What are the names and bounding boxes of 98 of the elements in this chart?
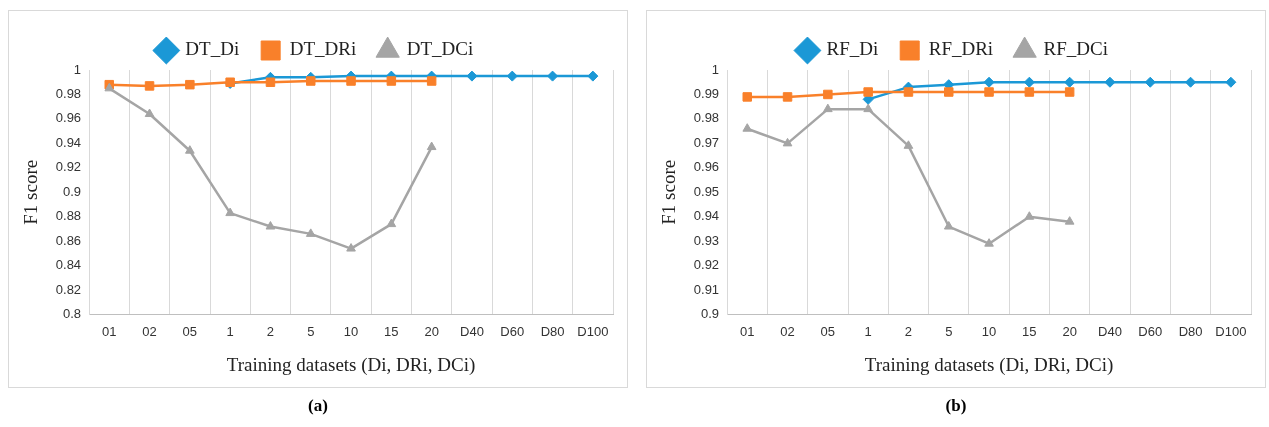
point	[386, 76, 397, 86]
point	[346, 76, 356, 86]
x-tick-label: 15	[1022, 323, 1037, 339]
point	[426, 76, 437, 86]
y-tick-label: 0.98	[693, 110, 720, 126]
x-tick-label: 10	[981, 323, 997, 339]
y-tick-label: 0.86	[55, 232, 82, 248]
y-tick-label: 0.96	[693, 159, 720, 175]
point	[346, 243, 356, 252]
point	[943, 221, 954, 230]
x-tick-label: D40	[1098, 323, 1122, 339]
x-tick-label: D60	[1138, 323, 1163, 339]
point	[984, 238, 994, 247]
y-tick-label: 1	[711, 61, 720, 77]
point	[944, 87, 954, 97]
point	[426, 141, 437, 151]
x-tick-label: 02	[780, 323, 795, 339]
legend-label: RF_DCi	[1043, 38, 1109, 60]
x-tick-label: 02	[142, 323, 157, 339]
point	[185, 79, 195, 90]
point	[144, 108, 155, 118]
x-tick-label: 1	[226, 323, 234, 339]
point	[466, 70, 478, 82]
y-tick-label: 0.96	[55, 110, 82, 126]
x-tick-label: 2	[904, 323, 913, 339]
point	[863, 103, 873, 113]
x-tick-label: 05	[182, 323, 198, 339]
y-tick-label: 1	[73, 61, 82, 77]
y-tick-label: 0.98	[55, 86, 82, 102]
point	[144, 81, 155, 91]
y-tick-label: 0.9	[701, 306, 720, 322]
y-tick-label: 0.8	[63, 306, 82, 322]
point	[306, 76, 316, 86]
point	[1064, 216, 1075, 225]
x-tick-label: 01	[740, 323, 755, 339]
x-tick-label: 5	[945, 323, 953, 339]
point	[1104, 76, 1116, 88]
x-tick-label: 5	[307, 323, 315, 339]
point	[742, 123, 753, 132]
x-tick-label: D80	[1178, 323, 1203, 339]
point	[1024, 87, 1035, 97]
point	[1024, 211, 1035, 220]
y-tick-label: 0.99	[693, 86, 720, 102]
point	[863, 87, 873, 97]
point	[587, 70, 599, 82]
x-tick-label: 15	[384, 323, 399, 339]
y-tick-label: 0.94	[55, 134, 82, 150]
x-tick-label: D80	[540, 323, 565, 339]
point	[782, 92, 793, 102]
point	[305, 228, 316, 237]
legend-label: RF_DRi	[928, 38, 994, 60]
x-tick-label: 20	[1062, 323, 1077, 339]
point	[903, 140, 914, 149]
x-tick-label: D100	[577, 323, 609, 339]
y-tick-label: 0.92	[55, 159, 82, 175]
y-tick-label: 0.88	[55, 208, 82, 224]
x-tick-label: 20	[424, 323, 439, 339]
legend-label: DT_DCi	[406, 38, 474, 60]
y-tick-label: 0.95	[693, 183, 720, 199]
x-tick-label: 10	[343, 323, 359, 339]
legend-label: DT_Di	[185, 38, 240, 60]
point	[185, 145, 195, 154]
point	[742, 92, 752, 102]
y-axis-title: F1 score	[20, 159, 42, 225]
point	[903, 87, 914, 97]
x-tick-label: D60	[500, 323, 525, 339]
x-tick-label: D100	[1215, 323, 1247, 339]
point	[984, 87, 994, 97]
point	[782, 137, 793, 147]
point	[823, 103, 833, 113]
point	[983, 76, 995, 88]
legend-label: RF_Di	[826, 38, 879, 60]
legend-label: DT_DRi	[289, 38, 357, 60]
text: (b)	[944, 396, 968, 416]
y-tick-label: 0.92	[693, 257, 720, 273]
x-axis-title: Training datasets (Di, DRi, DCi)	[864, 353, 1114, 376]
y-tick-label: 0.84	[55, 257, 82, 273]
x-axis-title: Training datasets (Di, DRi, DCi)	[226, 353, 476, 376]
x-tick-label: 1	[864, 323, 872, 339]
y-tick-label: 0.91	[693, 281, 720, 297]
y-tick-label: 0.9	[63, 183, 82, 199]
y-tick-label: 0.97	[693, 134, 720, 150]
y-tick-label: 0.82	[55, 281, 82, 297]
point	[386, 218, 397, 228]
point	[225, 207, 235, 217]
point	[823, 89, 833, 100]
x-tick-label: 05	[820, 323, 836, 339]
x-tick-label: 01	[102, 323, 117, 339]
x-tick-label: 2	[266, 323, 275, 339]
point	[1064, 87, 1075, 97]
y-tick-label: 0.93	[693, 232, 720, 248]
y-axis-title: F1 score	[658, 159, 680, 225]
point	[1225, 76, 1237, 88]
x-tick-label: D40	[460, 323, 484, 339]
y-tick-label: 0.94	[693, 208, 720, 224]
point	[265, 77, 276, 87]
text: (a)	[307, 396, 329, 416]
point	[265, 221, 276, 230]
